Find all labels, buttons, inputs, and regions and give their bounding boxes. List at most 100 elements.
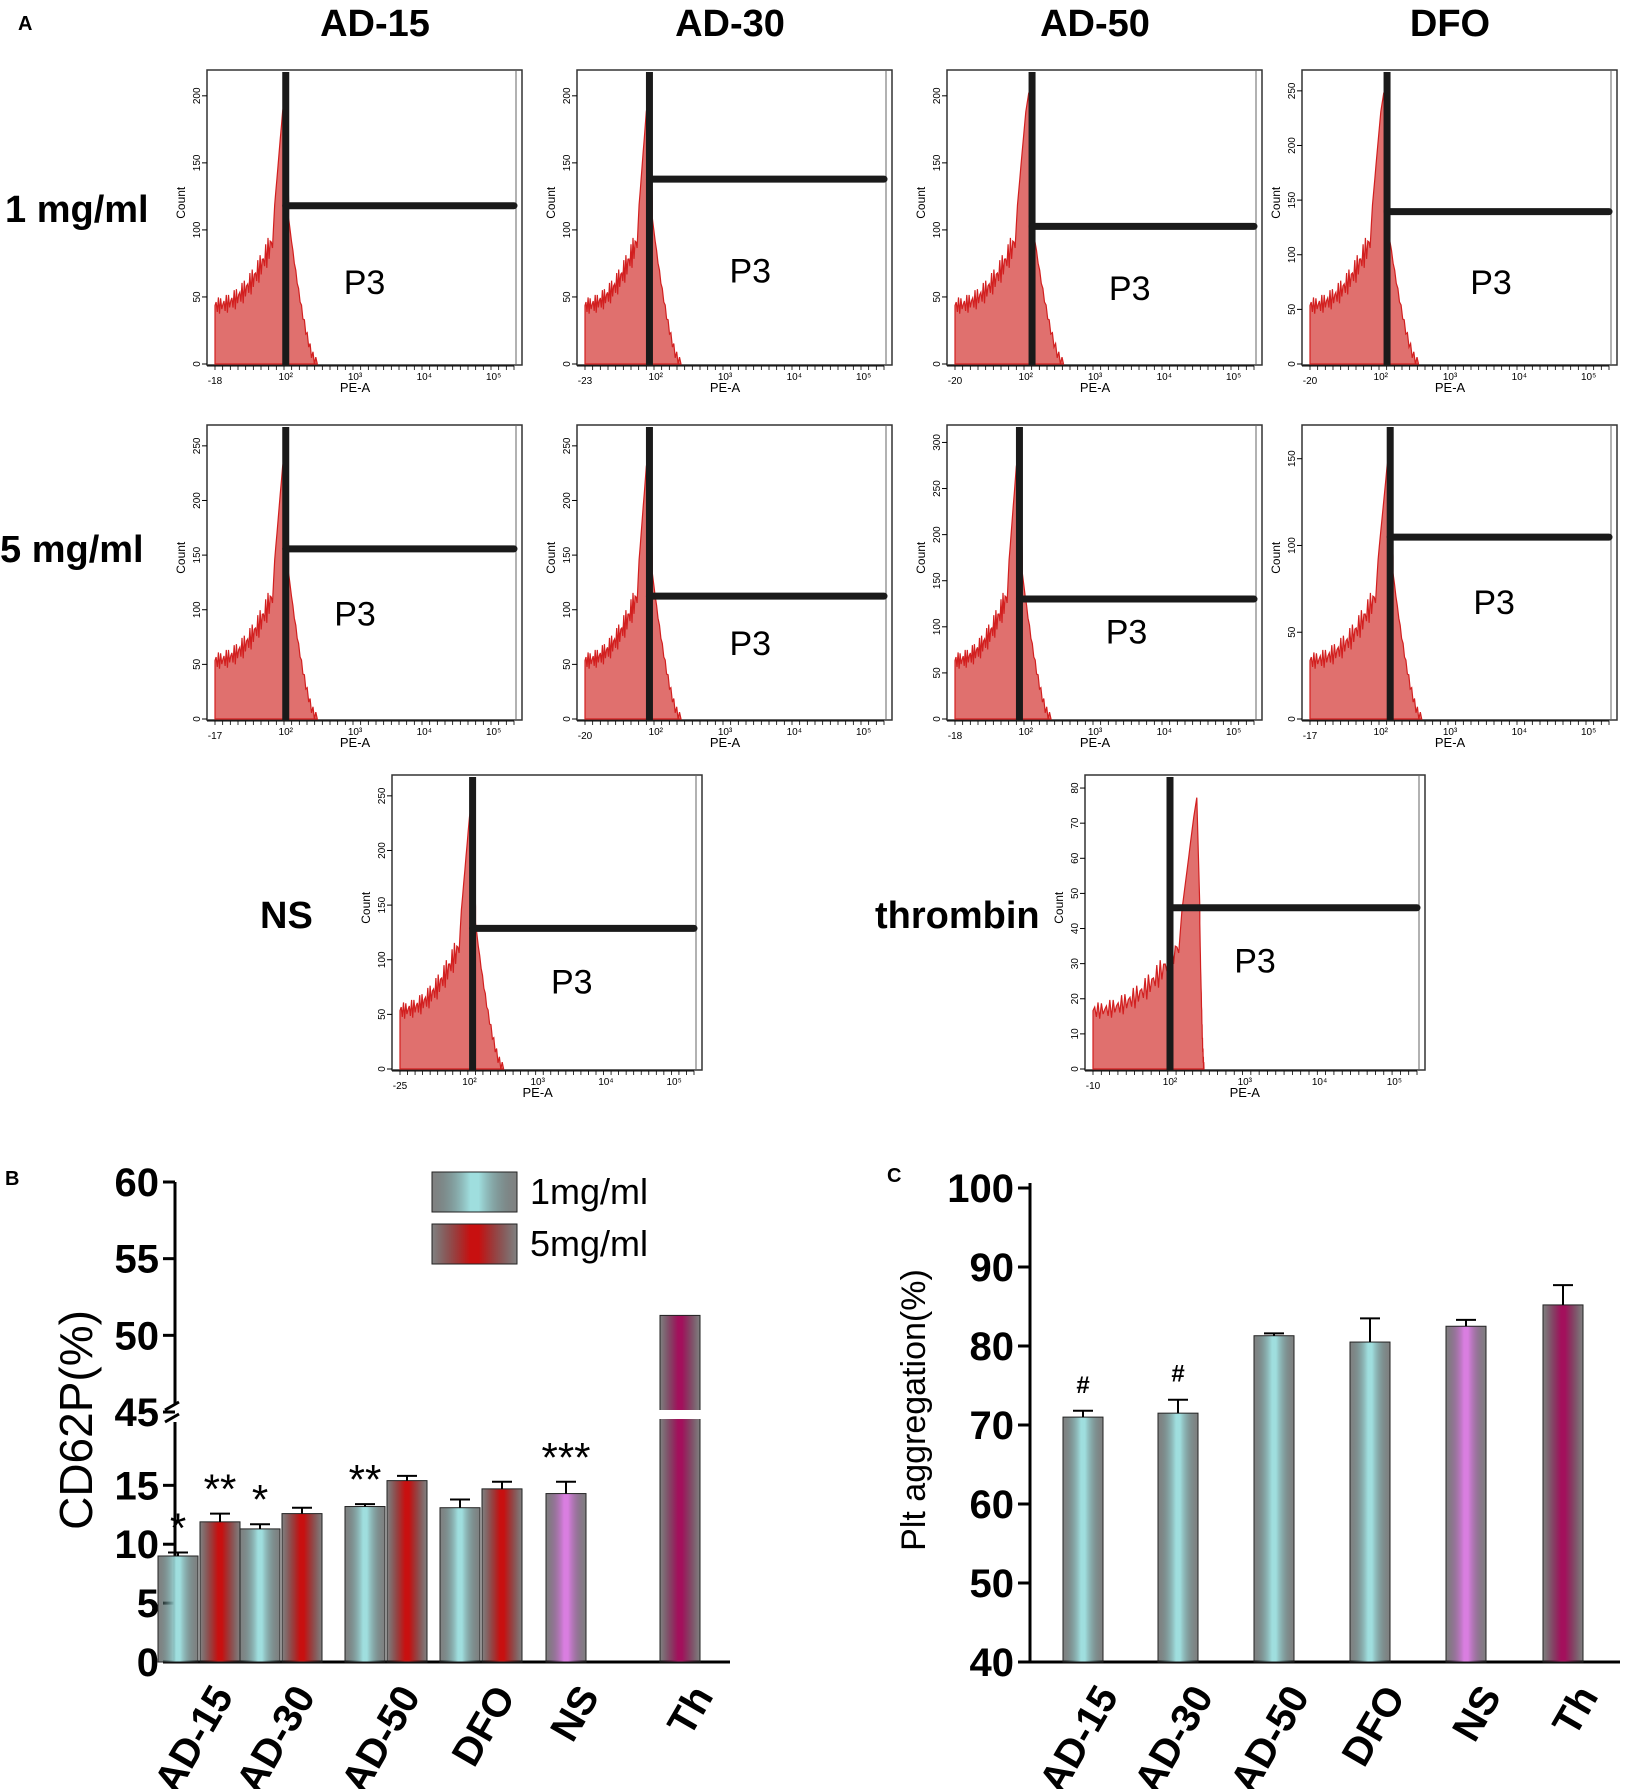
histogram-area [214,447,319,720]
y-tick-label: 70 [970,1404,1015,1448]
gate-label: P3 [1470,264,1512,302]
histogram-area [214,92,319,365]
gate-label: P3 [344,264,386,302]
y-axis-label: Count [1269,186,1283,219]
significance-mark: * [252,1476,268,1523]
y-axis-label: Plt aggregation(%) [895,1269,933,1551]
histogram-area [1309,92,1420,365]
histogram-area [954,92,1065,365]
gate-label: P3 [1473,584,1515,622]
y-tick-label: 50 [1287,626,1298,638]
significance-mark: *** [541,1434,590,1481]
x-tick-label: -20 [948,376,963,387]
y-tick-label: 40 [1070,923,1081,935]
histogram-area [1309,447,1423,720]
x-tick-label: 10⁴ [1512,372,1527,383]
x-tick-label: 10⁴ [787,372,802,383]
bar [1542,1304,1584,1663]
bar [386,1480,428,1663]
histogram-area [1092,797,1205,1070]
x-tick-label: 10³ [348,727,363,738]
y-tick-label: 50 [377,1008,388,1020]
x-tick-label: 10³ [1088,372,1103,383]
panel-c: C 40 50 60 70 80 90 100 Plt aggregation(%) # AD-15… [887,1165,1620,1789]
x-axis-label: PE-A [523,1085,554,1100]
x-axis-label: PE-A [1230,1085,1261,1100]
x-tick-label: 10² [1019,372,1034,383]
x-tick-label: -17 [1303,731,1318,742]
y-tick-label: 0 [192,716,203,722]
y-axis-label: Count [1052,891,1066,924]
y-axis-label: Count [544,186,558,219]
y-tick-label: 100 [562,221,573,238]
y-tick-label: 50 [562,291,573,303]
histogram-plot: P3 0 50 100 150 200 Count -23 10² 10³ 10⁴ 10⁵ PE-A [544,69,893,395]
x-tick-label: 10² [1019,727,1034,738]
y-tick-label: 70 [1070,817,1081,829]
significance-mark: * [170,1504,186,1551]
bar [239,1528,281,1663]
y-axis-label: Count [914,541,928,574]
bar [1157,1412,1199,1663]
y-tick-label: 100 [562,601,573,618]
bar [1349,1341,1391,1663]
legend-swatch [431,1171,518,1213]
row-label: thrombin [875,895,1040,937]
histogram-plot: P3 0 50 100 150 200 250 Count -20 10² 10³ 10⁴ 10⁵ PE-… [544,424,893,750]
histogram-plot: P3 0 50 100 150 200 250 Count -20 10² 10³ 10⁴ 10⁵ PE-… [1269,69,1618,395]
x-tick-label: -10 [1086,1081,1101,1092]
x-tick-label: 10⁴ [787,727,802,738]
y-tick-label: 0 [137,1641,159,1685]
x-tick-label: -18 [948,731,963,742]
y-tick-label: 100 [932,221,943,238]
column-header: AD-15 [320,3,430,45]
y-tick-label: 200 [377,842,388,859]
bar [157,1555,199,1663]
y-tick-label: 150 [932,572,943,589]
plot-frame [576,424,893,721]
bar [1253,1335,1295,1663]
row-label: 5 mg/ml [0,529,144,571]
y-tick-label: 200 [192,492,203,509]
x-tick-label: 10³ [1443,372,1458,383]
y-axis-label: Count [914,186,928,219]
x-tick-label: 10² [1374,372,1389,383]
x-tick-label: 10⁵ [1226,727,1241,738]
y-tick-label: 150 [562,546,573,563]
x-tick-label: 10⁴ [1512,727,1527,738]
category-label: Th [660,1679,723,1743]
y-tick-label: 150 [192,154,203,171]
y-tick-label: 50 [932,291,943,303]
y-tick-label: 5 [137,1582,159,1626]
y-tick-label: 250 [562,437,573,454]
histogram-plot: P3 0 10 20 30 40 50 60 70 80 Count -10 10² 10³ 10⁴ 10⁵ P… [1052,774,1426,1100]
histogram-plot: P3 0 50 100 150 200 Count -20 10² 10³ 10⁴ 10⁵ PE-A [914,69,1263,395]
bar [199,1521,241,1663]
y-tick-label: 0 [562,716,573,722]
x-tick-label: -25 [393,1081,408,1092]
x-tick-label: 10⁵ [1387,1077,1402,1088]
y-axis-label: Count [174,541,188,574]
x-tick-label: 10² [649,372,664,383]
gate-label: P3 [334,596,376,634]
histogram-area [584,447,682,720]
bar-break-gap [659,1410,701,1419]
y-tick-label: 0 [377,1066,388,1072]
x-tick-label: -17 [208,731,223,742]
x-tick-label: 10² [279,372,294,383]
histogram-plot: P3 0 50 100 150 200 250 Count -25 10² 10³ 10⁴ 10⁵ PE-… [359,774,703,1100]
x-tick-label: 10³ [718,372,733,383]
legend-label: 1mg/ml [530,1171,648,1212]
legend-swatch [431,1223,518,1265]
x-tick-label: 10⁴ [1157,727,1172,738]
y-tick-label: 45 [115,1391,160,1435]
x-tick-label: 10³ [348,372,363,383]
x-tick-label: 10⁵ [856,372,871,383]
x-tick-label: 10⁴ [598,1077,613,1088]
y-axis-label: CD62P(%) [50,1310,102,1530]
y-tick-label: 150 [1287,191,1298,208]
x-tick-label: 10⁵ [666,1077,681,1088]
x-tick-label: -23 [578,376,593,387]
y-tick-label: 150 [1287,450,1298,467]
